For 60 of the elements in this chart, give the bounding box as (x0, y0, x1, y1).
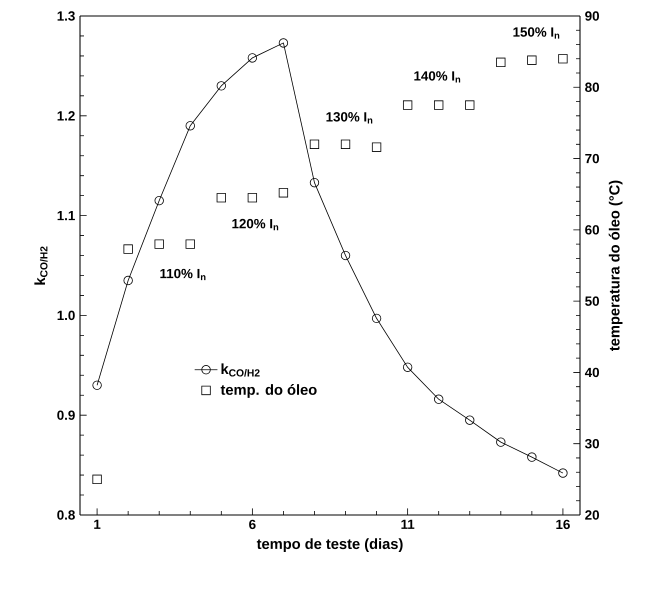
point (465, 416, 474, 425)
point (527, 452, 537, 462)
point (372, 314, 382, 324)
legend-label: k$_{CO/H2}$ (222, 363, 260, 377)
x-tick-label: 1 (94, 520, 100, 529)
y2-tick-label: 60 (585, 225, 599, 235)
point (154, 239, 164, 249)
point (186, 239, 195, 249)
y-tick-label: 1.1 (58, 211, 75, 220)
y2-tick-label: 90 (585, 11, 599, 21)
y2-tick-label: 20 (585, 510, 599, 520)
y2-tick-label: 30 (585, 438, 599, 448)
point (278, 38, 288, 48)
x-tick-label: 6 (249, 520, 256, 530)
point (434, 394, 444, 404)
point (558, 54, 568, 64)
point (216, 81, 226, 91)
y-tick-label: 0.8 (57, 510, 75, 520)
annotation: 140% I$_{n}$ (414, 71, 460, 83)
annotation: 120% I$_{n}$ (232, 218, 278, 230)
y-tick-label: 1.2 (58, 111, 75, 120)
y2-tick-label: 50 (585, 296, 599, 306)
point (402, 362, 412, 372)
point (123, 276, 133, 286)
y-tick-label: 1.3 (58, 11, 75, 21)
legend-label: temp. do óleo (220, 384, 317, 398)
point (92, 474, 102, 484)
x-tick-label: 16 (556, 520, 570, 530)
point (340, 250, 350, 260)
point (434, 100, 444, 110)
y2-tick-label: 70 (585, 154, 599, 164)
annotation: 150% I$_{n}$ (513, 27, 560, 39)
point (248, 53, 258, 63)
point (496, 437, 506, 447)
point (216, 193, 226, 202)
annotation: 110% I$_{n}$ (160, 268, 206, 280)
point (248, 193, 258, 202)
point (92, 380, 102, 390)
point (310, 140, 320, 149)
point (372, 142, 382, 152)
y2-axis-title: temperatura do óleo (°C) (608, 180, 622, 351)
point (340, 140, 350, 149)
point (186, 121, 195, 130)
y-tick-label: 1.0 (58, 310, 75, 320)
point (465, 100, 474, 110)
point (558, 468, 568, 478)
point (496, 58, 506, 67)
point (123, 244, 133, 254)
y-axis-title: k$_{CO/H2}$ (34, 246, 48, 285)
annotation: 130% I$_{n}$ (326, 112, 372, 124)
point (278, 188, 288, 198)
point (154, 196, 164, 206)
x-tick-label: 11 (401, 520, 414, 529)
point (310, 178, 320, 188)
point (402, 100, 412, 110)
y2-tick-label: 40 (584, 368, 599, 378)
x-axis-title: tempo de teste (dias) (256, 538, 403, 552)
y2-tick-label: 80 (585, 82, 599, 92)
point (527, 56, 537, 65)
y-tick-label: 0.9 (57, 410, 75, 420)
